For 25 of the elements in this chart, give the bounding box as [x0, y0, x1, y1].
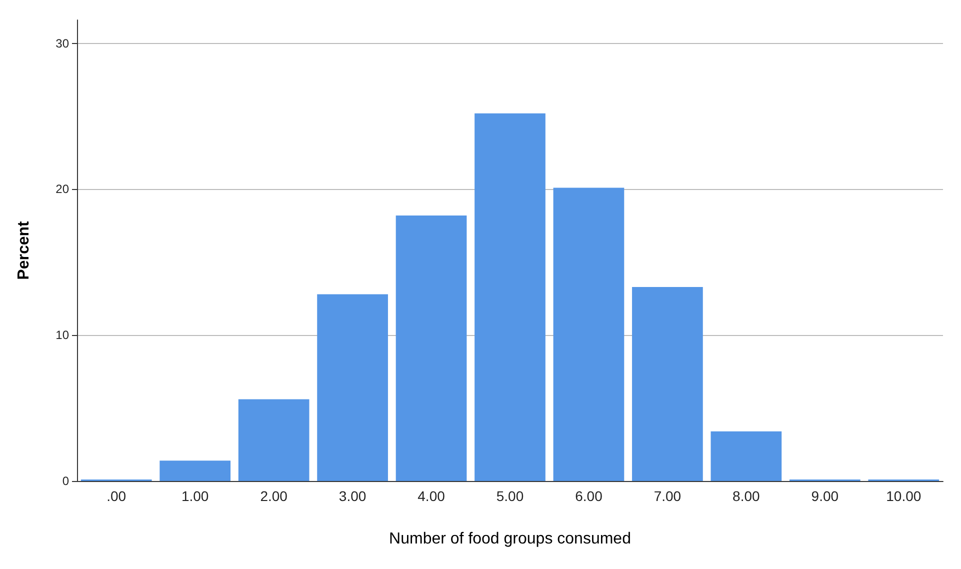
y-tick-label: 30	[56, 36, 70, 50]
bar	[710, 431, 782, 481]
x-tick-label: 2.00	[260, 488, 288, 504]
x-tick-label: 5.00	[496, 488, 524, 504]
x-tick-label: 6.00	[575, 488, 603, 504]
y-tick-label: 0	[62, 474, 70, 488]
y-axis-title: Percent	[16, 220, 32, 280]
x-axis-title: Number of food groups consumed	[389, 530, 631, 548]
x-tick-label: 8.00	[732, 488, 760, 504]
bar	[632, 286, 703, 481]
bar	[474, 113, 546, 481]
bar	[317, 294, 388, 481]
x-tick-label: 4.00	[418, 488, 446, 504]
y-tick-label: 20	[56, 182, 70, 196]
bar	[553, 188, 624, 481]
y-tick-label: 10	[56, 328, 70, 342]
bar	[160, 460, 231, 481]
x-tick-label: .00	[106, 488, 126, 504]
x-tick-label: 9.00	[811, 488, 839, 504]
bar	[396, 215, 467, 481]
x-tick-label: 1.00	[181, 488, 209, 504]
x-tick-label: 7.00	[654, 488, 682, 504]
bar	[238, 399, 310, 481]
x-tick-label: 3.00	[338, 488, 366, 504]
x-tick-label: 10.00	[886, 488, 922, 504]
